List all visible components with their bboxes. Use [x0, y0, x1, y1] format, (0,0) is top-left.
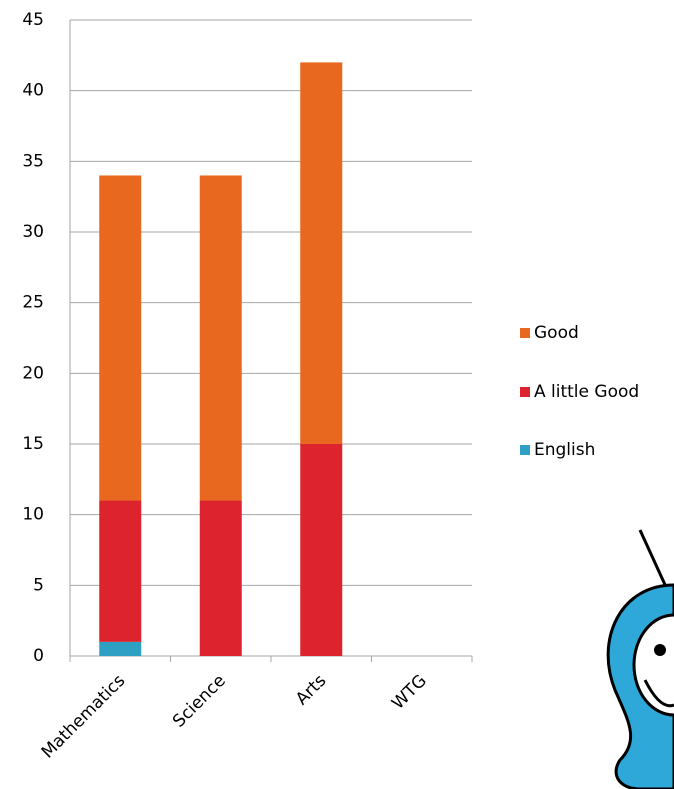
y-tick-label: 5	[33, 575, 44, 595]
mascot-eye	[654, 644, 666, 656]
y-tick-label: 30	[22, 222, 44, 242]
bar-segment	[300, 62, 343, 445]
y-tick-label: 45	[22, 10, 44, 30]
x-tick-label: Mathematics	[38, 671, 130, 763]
x-tick-label: Science	[169, 671, 230, 732]
y-tick-label: 15	[22, 434, 44, 454]
mascot	[606, 529, 674, 789]
bar-segment	[99, 500, 142, 642]
y-tick-label: 20	[22, 363, 44, 383]
mascot-mouth	[643, 679, 674, 708]
y-tick-label: 0	[33, 646, 44, 666]
x-tick-label: WTG	[388, 671, 431, 714]
legend-label: A little Good	[534, 382, 639, 402]
bar-segment	[199, 500, 242, 656]
y-tick-label: 10	[22, 505, 44, 525]
bar-segment	[300, 444, 343, 656]
x-tick-label: Arts	[292, 671, 330, 709]
y-tick-label: 25	[22, 293, 44, 313]
legend-swatch	[520, 387, 530, 397]
plot: 0 5 10 15 20 25 30 35 40 45 Mathematics Science Arts…	[22, 10, 639, 763]
mascot-face	[632, 613, 674, 717]
legend-swatch	[520, 328, 530, 338]
y-tick-label: 35	[22, 151, 44, 171]
legend-label: Good	[534, 323, 579, 343]
bar-segment	[99, 641, 142, 656]
legend-swatch	[520, 445, 530, 455]
y-tick-label: 40	[22, 81, 44, 101]
bar-segment	[99, 175, 142, 501]
legend-label: English	[534, 440, 595, 460]
bar-segment	[199, 175, 242, 501]
